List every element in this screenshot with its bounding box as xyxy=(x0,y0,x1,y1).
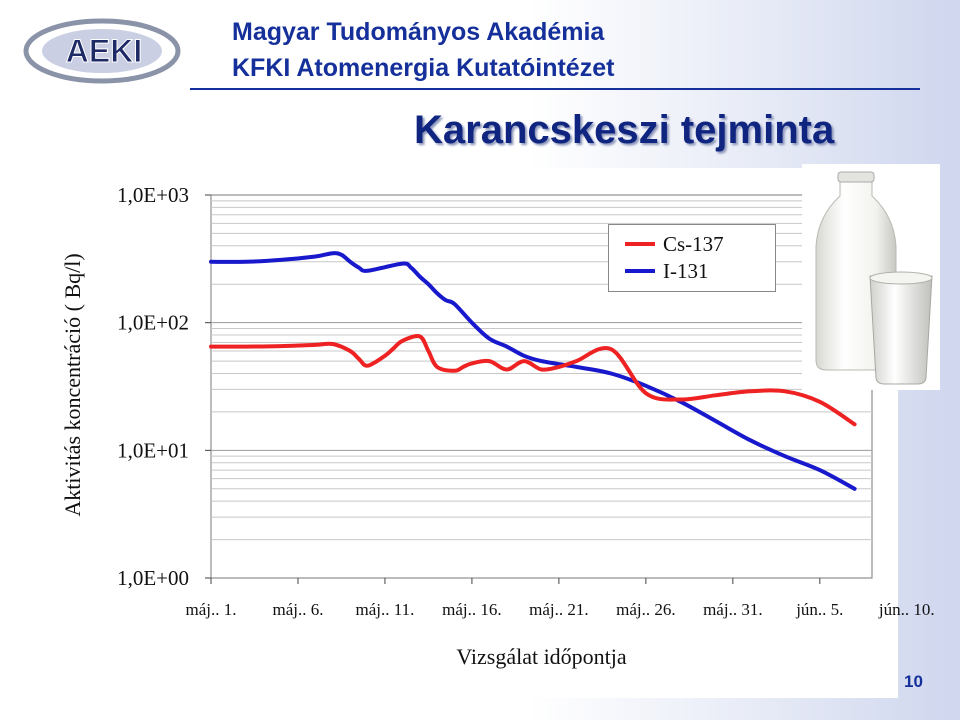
org-name-line1: Magyar Tudományos Akadémia xyxy=(232,18,605,46)
x-tick-label: máj.. 11. xyxy=(356,600,415,619)
y-tick-label: 1,0E+01 xyxy=(117,438,189,462)
legend-item-i131: I-131 xyxy=(625,259,709,283)
x-tick-label: jún.. 10. xyxy=(878,600,935,619)
x-tick-label: máj.. 6. xyxy=(272,600,323,619)
series-line-cs137 xyxy=(209,334,857,427)
page-number: 10 xyxy=(904,672,923,691)
series-line-i131 xyxy=(209,251,857,491)
x-tick-label: máj.. 31. xyxy=(703,600,763,619)
x-tick-label: jún.. 5. xyxy=(795,600,843,619)
header-divider xyxy=(190,88,920,90)
x-tick-label: máj.. 21. xyxy=(529,600,589,619)
slide-title: Karancskeszi tejminta xyxy=(414,108,835,152)
milk-bottle-glass-image xyxy=(802,164,940,390)
logo-text: AEKI xyxy=(66,33,142,69)
legend-swatch-i131 xyxy=(625,269,655,273)
legend-swatch-cs137 xyxy=(625,242,655,246)
y-tick-label: 1,0E+03 xyxy=(117,183,189,207)
x-tick-label: máj.. 1. xyxy=(186,600,237,619)
org-name-line2: KFKI Atomenergia Kutatóintézet xyxy=(232,54,615,82)
y-axis-title: Aktivitás koncentráció ( Bq/l) xyxy=(60,253,85,516)
x-axis-title: Vizsgálat időpontja xyxy=(456,644,627,669)
chart-legend: Cs-137 I-131 xyxy=(608,224,776,292)
legend-item-cs137: Cs-137 xyxy=(625,232,724,256)
legend-label-cs137: Cs-137 xyxy=(663,231,724,256)
x-tick-label: máj.. 26. xyxy=(616,600,676,619)
y-tick-label: 1,0E+00 xyxy=(117,566,189,590)
legend-label-i131: I-131 xyxy=(663,258,709,283)
y-tick-label: 1,0E+02 xyxy=(117,311,189,335)
aeki-logo: AEKI xyxy=(23,18,181,84)
x-tick-label: máj.. 16. xyxy=(442,600,502,619)
